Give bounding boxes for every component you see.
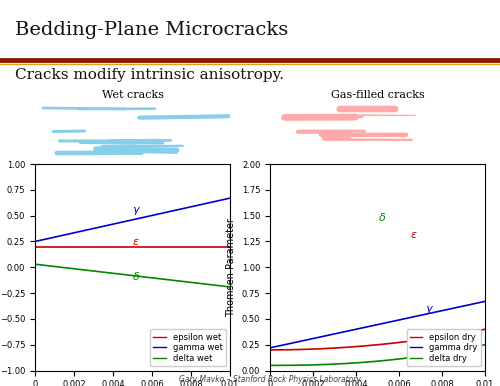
Legend: epsilon wet, gamma wet, delta wet: epsilon wet, gamma wet, delta wet [150,329,226,366]
Text: $\delta$: $\delta$ [132,270,141,282]
Text: $\varepsilon$: $\varepsilon$ [132,237,140,247]
Text: Bedding-Plane Microcracks: Bedding-Plane Microcracks [15,21,288,39]
Title: Gas-filled cracks: Gas-filled cracks [330,90,424,100]
Text: $\gamma$: $\gamma$ [425,304,434,316]
Text: Cracks modify intrinsic anisotropy.: Cracks modify intrinsic anisotropy. [15,68,284,81]
Text: $\gamma$: $\gamma$ [132,205,141,217]
Text: $\delta$: $\delta$ [378,211,386,223]
Title: Wet cracks: Wet cracks [102,90,164,100]
Y-axis label: Thomsen Parameter: Thomsen Parameter [226,218,236,317]
Text: Gary Mavko – Stanford Rock Physics Laboratory: Gary Mavko – Stanford Rock Physics Labor… [179,375,361,384]
Legend: epsilon dry, gamma dry, delta dry: epsilon dry, gamma dry, delta dry [406,329,481,366]
Text: $\varepsilon$: $\varepsilon$ [410,230,418,240]
